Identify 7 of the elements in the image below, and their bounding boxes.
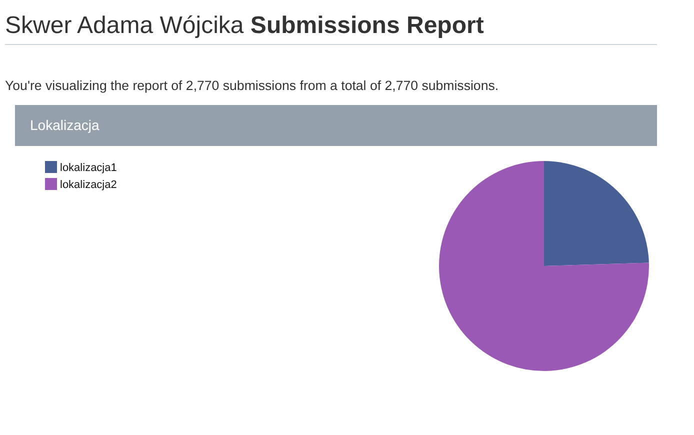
text: Lokalizacja: [30, 117, 100, 133]
legend-label: lokalizacja1: [60, 162, 117, 174]
pie-slice: [544, 161, 649, 266]
chart-subtitle: You're visualizing the report of 2,770 submissions from a total of 2,770 submissions.: [5, 78, 499, 93]
chart-title: Skwer Adama Wójcika Submissions Report: [5, 12, 484, 39]
pie-slice: [439, 161, 649, 371]
legend-label: lokalizacja2: [60, 179, 117, 191]
